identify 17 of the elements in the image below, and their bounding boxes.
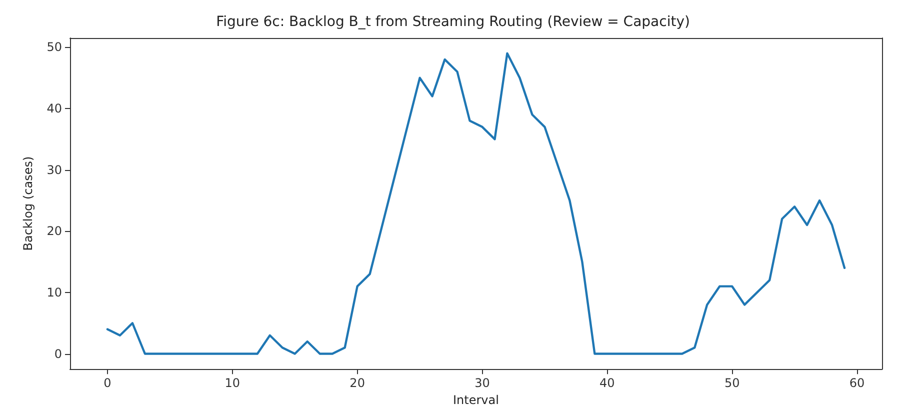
y-tick-label: 0: [54, 346, 62, 361]
y-axis-title: Backlog (cases): [21, 156, 35, 251]
x-tick-label: 60: [849, 376, 865, 390]
y-tick-label: 10: [46, 285, 62, 300]
x-axis-title: Interval: [453, 393, 499, 407]
line-series: [106, 52, 846, 355]
chart-title: Figure 6c: Backlog B_t from Streaming Routing (Review = Capacity): [216, 14, 690, 30]
y-tick-label: 30: [46, 162, 62, 177]
x-tick-label: 40: [600, 376, 615, 390]
x-tick-label: 30: [474, 376, 490, 390]
y-tick-label: 40: [46, 102, 62, 116]
x-tick-label: 0: [104, 376, 112, 390]
y-tick-label: 20: [46, 224, 62, 238]
x-tick-label: 20: [350, 376, 365, 390]
x-tick-label: 50: [724, 376, 740, 390]
y-tick-label: 50: [46, 40, 62, 54]
x-tick-label: 10: [224, 376, 240, 390]
